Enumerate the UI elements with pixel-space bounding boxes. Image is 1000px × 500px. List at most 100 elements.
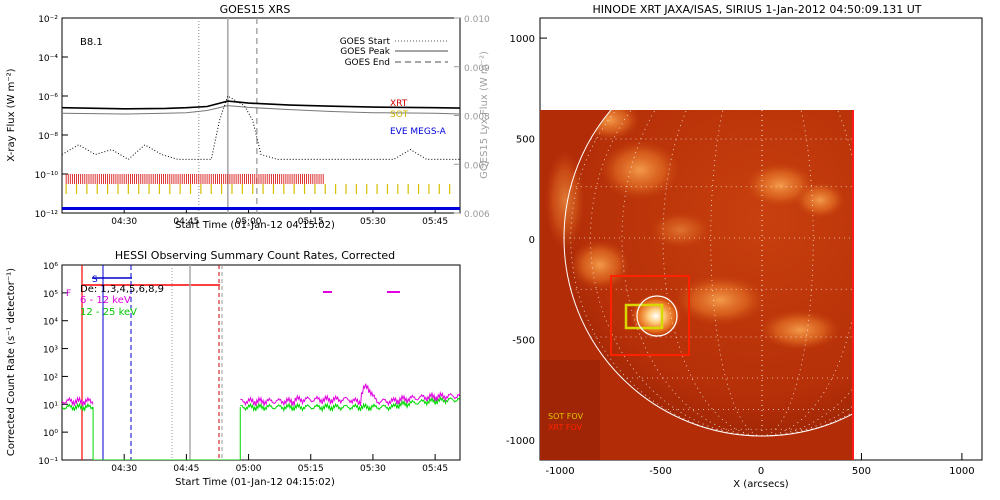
hinode-x-axis-label: X (arcsecs) bbox=[733, 479, 789, 490]
goes-x-tick-label: 05:45 bbox=[422, 217, 448, 227]
xrt-solar-image bbox=[540, 110, 854, 460]
hessi-y-tick-label: 10³ bbox=[43, 346, 58, 356]
goes-y2-ticks: 0.006 0.007 0.008 0.009 0.010 bbox=[454, 15, 490, 220]
hinode-y-tick-label: 500 bbox=[516, 135, 535, 146]
goes-event-legend: GOES Start GOES Peak GOES End bbox=[340, 37, 448, 68]
hinode-x-tick-label: 500 bbox=[852, 466, 871, 477]
hinode-x-tick-label: -1000 bbox=[546, 466, 575, 477]
longitude-line bbox=[590, 110, 763, 437]
legend-eve-megs-a: EVE MEGS-A bbox=[390, 127, 447, 137]
hessi-y-tick-label: 10⁵ bbox=[43, 290, 58, 300]
hessi-y-tick-label: 10⁻¹ bbox=[38, 457, 58, 467]
hinode-xrt-panel: HINODE XRT JAXA/ISAS, SIRIUS 1-Jan-2012 … bbox=[506, 3, 983, 490]
hessi-title: HESSI Observing Summary Count Rates, Cor… bbox=[115, 249, 395, 262]
sot-fov-box bbox=[624, 303, 664, 330]
goes-y2-axis-label: GOES15 Lyx Flux (W m⁻²) bbox=[479, 51, 490, 179]
goes-long-channel-line bbox=[62, 100, 460, 110]
limb-brightening bbox=[545, 150, 585, 250]
goes-y-axis-label: X-ray Flux (W m⁻²) bbox=[6, 68, 17, 161]
goes-y-tick-label: 10⁻⁶ bbox=[38, 93, 58, 103]
solar-limb bbox=[563, 110, 854, 437]
hessi-y-tick-label: 10¹ bbox=[43, 401, 58, 411]
goes-x-axis-label: Start Time (01-Jan-12 04:15:02) bbox=[175, 220, 335, 231]
legend-xrt-fov: XRT FOV bbox=[548, 423, 583, 432]
hessi-12-25-kev-line bbox=[62, 395, 460, 460]
goes-x-tick-label: 05:00 bbox=[236, 217, 262, 227]
goes-y2-tick-label: 0.010 bbox=[464, 15, 490, 25]
bright-region-4 bbox=[795, 182, 845, 218]
goes-x-tick-label: 05:15 bbox=[298, 217, 324, 227]
legend-xrt: XRT bbox=[390, 99, 408, 109]
goes-y-tick-label: 10⁻⁸ bbox=[38, 132, 58, 142]
hessi-y-tick-label: 10⁰ bbox=[43, 429, 58, 439]
hessi-y-axis-label: Corrected Count Rate (s⁻¹ detector⁻¹) bbox=[6, 268, 17, 456]
hessi-y-tick-label: 10² bbox=[43, 373, 58, 383]
hinode-y-tick-label: -1000 bbox=[506, 436, 535, 447]
hessi-plot-frame bbox=[61, 264, 461, 461]
goes-y-tick-label: 10⁻⁴ bbox=[38, 54, 58, 64]
hessi-x-tick-label: 05:45 bbox=[422, 464, 448, 474]
goes-x-tick-label: 04:45 bbox=[173, 217, 199, 227]
legend-goes-start: GOES Start bbox=[340, 37, 391, 47]
image-edge-bar bbox=[852, 110, 854, 460]
goes-y-tick-label: 10⁻² bbox=[38, 15, 58, 25]
goes-short-channel-line bbox=[62, 105, 460, 115]
eve-megs-a-bar bbox=[62, 207, 460, 210]
goes-y-tick-label: 10⁻¹⁰ bbox=[35, 171, 59, 181]
goes-class-label: B8.1 bbox=[80, 37, 103, 48]
hessi-x-tick-label: 05:30 bbox=[360, 464, 386, 474]
hessi-flag-s: S bbox=[92, 275, 98, 285]
bright-region-1 bbox=[600, 140, 680, 200]
flare-location-circle bbox=[636, 295, 678, 337]
goes-y2-tick-label: 0.006 bbox=[464, 210, 490, 220]
hessi-count-rate-panel: HESSI Observing Summary Count Rates, Cor… bbox=[6, 249, 461, 488]
image-dark-corner bbox=[540, 360, 600, 460]
hinode-y-tick-label: 0 bbox=[529, 235, 535, 246]
xrt-fov-box bbox=[610, 275, 690, 356]
legend-goes-end: GOES End bbox=[345, 58, 390, 68]
hinode-x-tick-label: -500 bbox=[649, 466, 672, 477]
hessi-x-tick-label: 05:00 bbox=[236, 464, 262, 474]
bright-region-5 bbox=[675, 275, 765, 325]
hinode-y-tick-label: -500 bbox=[512, 335, 535, 346]
legend-sot: SOT bbox=[390, 110, 409, 120]
legend-goes-peak: GOES Peak bbox=[340, 47, 390, 57]
hessi-y-tick-label: 10⁶ bbox=[43, 262, 58, 272]
heliographic-grid bbox=[564, 110, 854, 437]
bright-region-7 bbox=[570, 240, 630, 290]
hessi-flag-f: F bbox=[66, 289, 71, 299]
bright-region-6 bbox=[760, 310, 840, 350]
legend-12-25-kev: 12 - 25 keV bbox=[80, 307, 137, 318]
goes-x-tick-label: 05:30 bbox=[360, 217, 386, 227]
hessi-y-tick-label: 10⁴ bbox=[43, 318, 58, 328]
bright-region-8 bbox=[650, 212, 710, 248]
goes-y2-tick-label: 0.009 bbox=[464, 64, 490, 74]
hessi-x-tick-label: 04:30 bbox=[111, 464, 137, 474]
flare-kernel bbox=[630, 294, 682, 338]
sot-observation-marks bbox=[65, 184, 451, 194]
legend-sot-fov: SOT FOV bbox=[548, 412, 584, 421]
hessi-x-ticks: 04:30 04:45 05:00 05:15 05:30 05:45 bbox=[111, 454, 448, 474]
hessi-x-tick-label: 05:15 bbox=[298, 464, 324, 474]
goes-title: GOES15 XRS bbox=[220, 3, 291, 16]
legend-6-12-kev: 6 - 12 keV bbox=[80, 295, 131, 306]
hinode-x-tick-label: 1000 bbox=[949, 466, 974, 477]
hessi-y-ticks: 10⁻¹ 10⁰ 10¹ 10² 10³ 10⁴ 10⁵ 10⁶ bbox=[38, 262, 68, 467]
hinode-x-tick-label: 0 bbox=[758, 466, 764, 477]
xrt-observation-marks bbox=[65, 174, 324, 184]
goes-lyx-flux-line bbox=[62, 95, 460, 161]
hessi-x-axis-label: Start Time (01-Jan-12 04:15:02) bbox=[175, 477, 335, 488]
hinode-title: HINODE XRT JAXA/ISAS, SIRIUS 1-Jan-2012 … bbox=[593, 3, 922, 16]
goes-y2-tick-label: 0.008 bbox=[464, 113, 490, 123]
goes-xrs-panel: GOES15 XRS 10⁻¹² 10⁻¹⁰ 10⁻⁸ 10⁻⁶ 10⁻⁴ 10⁻² 0.… bbox=[6, 3, 490, 231]
longitude-line bbox=[570, 110, 763, 437]
goes-x-tick-label: 04:30 bbox=[111, 217, 137, 227]
hessi-6-12-kev-line bbox=[62, 383, 460, 407]
hessi-detectors-label: De: 1,3,4,5,6,8,9 bbox=[80, 284, 164, 295]
hessi-x-tick-label: 04:45 bbox=[173, 464, 199, 474]
goes-y2-tick-label: 0.007 bbox=[464, 161, 490, 171]
goes-y-tick-label: 10⁻¹² bbox=[35, 210, 59, 220]
solar-disk bbox=[564, 110, 854, 436]
hinode-y-tick-label: 1000 bbox=[510, 34, 535, 45]
